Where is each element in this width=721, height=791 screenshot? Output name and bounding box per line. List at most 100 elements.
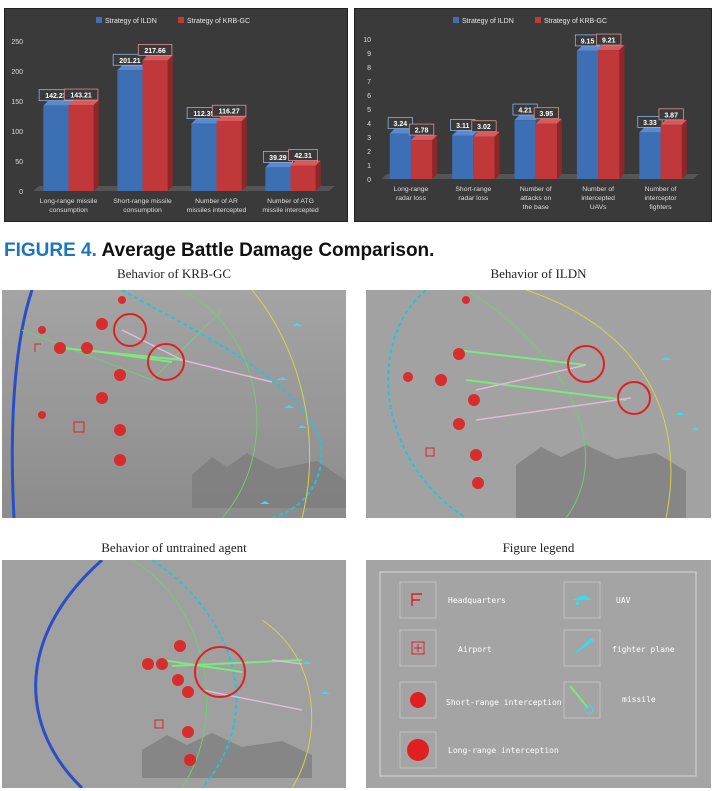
- data-label-box: [387, 117, 413, 130]
- figure-caption: FIGURE 4. Average Battle Damage Comparis…: [4, 240, 434, 262]
- bar-top: [576, 45, 604, 51]
- data-label: 4.21: [518, 108, 532, 115]
- y-tick-label: 0: [19, 189, 23, 196]
- legend-swatch-0: [96, 17, 102, 23]
- fighter-plane-icon: [572, 638, 594, 656]
- map-untrained: [2, 560, 346, 788]
- chart-losses: Strategy of ILDN Strategy of KRB-GC 0 1 2 3 4 5…: [363, 17, 699, 211]
- data-label-box: [471, 120, 497, 133]
- data-label-box: [637, 115, 663, 128]
- headquarters-icon: [411, 593, 422, 606]
- data-label: 143.21: [70, 93, 92, 100]
- bar-top: [265, 162, 296, 168]
- legend-missile-label: missile: [622, 695, 656, 704]
- x-tick-label: Number of AR: [195, 198, 238, 205]
- y-tick-label: 150: [11, 99, 23, 106]
- data-label: 217.66: [144, 48, 166, 55]
- legend-airport-label: Airport: [458, 645, 492, 654]
- data-label: 2.78: [415, 128, 429, 135]
- x-tick-label: UAVs: [590, 204, 607, 211]
- bar-top: [410, 135, 438, 141]
- airport-icon: [411, 641, 425, 655]
- bar-krb: [660, 124, 682, 179]
- figure-caption-text: Average Battle Damage Comparison.: [101, 240, 435, 261]
- x-tick-label: missile intercepted: [262, 207, 319, 214]
- x-tick-label: radar loss: [396, 195, 426, 202]
- data-label: 142.23: [45, 93, 67, 100]
- legend-long-range-label: Long-range interception: [448, 746, 559, 755]
- short-range-icon: [410, 692, 426, 708]
- bar-krb: [598, 50, 620, 180]
- figure-legend-panel: Headquarters Airport Short-range interce…: [366, 560, 711, 788]
- legend-swatch-1: [535, 17, 541, 23]
- bar-top: [68, 100, 99, 106]
- legend-label-0: Strategy of ILDN: [105, 18, 157, 25]
- data-label: 42.31: [294, 153, 312, 160]
- bar-top: [598, 45, 625, 51]
- data-label: 3.24: [394, 121, 408, 128]
- x-tick-label: radar loss: [458, 195, 488, 202]
- data-label-box: [63, 88, 99, 101]
- map-krb-gc-drawing: [2, 290, 346, 518]
- bar-side: [432, 135, 438, 179]
- y-tick-label: 2: [367, 149, 371, 156]
- map-ildn-drawing: [366, 290, 711, 518]
- x-tick-label: Short-range: [455, 186, 491, 193]
- x-tick-label: Long-range: [394, 186, 429, 193]
- legend-swatch-1: [178, 17, 184, 23]
- bar-krb: [535, 123, 557, 179]
- bar-top: [142, 55, 173, 61]
- x-tick-label: Number of: [582, 186, 614, 193]
- data-label: 3.33: [643, 120, 657, 127]
- y-tick-label: 3: [367, 135, 371, 142]
- x-tick-label: Number of: [645, 186, 677, 193]
- x-tick-label: consumption: [123, 207, 162, 214]
- data-label: 3.95: [540, 111, 554, 118]
- legend-label-1: Strategy of KRB-GC: [187, 18, 250, 25]
- bar-ildn: [639, 132, 661, 179]
- bar-top: [660, 119, 687, 125]
- bar-ildn: [576, 50, 599, 180]
- data-label-box: [658, 108, 684, 121]
- bar-top: [639, 127, 666, 133]
- data-label: 116.27: [219, 109, 240, 116]
- map-title-ildn: Behavior of ILDN: [490, 266, 587, 281]
- y-tick-label: 100: [11, 129, 23, 136]
- y-tick-label: 200: [11, 69, 23, 76]
- data-label-box: [211, 104, 247, 117]
- x-tick-label: Long-range missile: [40, 198, 98, 205]
- y-tick-label: 5: [367, 107, 371, 114]
- y-tick-label: 4: [367, 121, 371, 128]
- bar-top: [290, 160, 321, 166]
- bar-krb: [68, 105, 94, 191]
- legend-label-0: Strategy of ILDN: [462, 18, 514, 25]
- chart-floor: [33, 186, 335, 191]
- chart-losses-panel: Strategy of ILDN Strategy of KRB-GC 0 1 2 3 4 5…: [354, 8, 712, 222]
- bar-krb: [290, 165, 316, 191]
- x-tick-label: missiles intercepted: [187, 207, 247, 214]
- bar-top: [535, 118, 562, 124]
- bar-ildn: [191, 123, 217, 191]
- y-tick-label: 8: [367, 65, 371, 72]
- x-tick-label: intercepted: [581, 195, 615, 202]
- bar-side: [93, 100, 99, 191]
- data-label: 3.02: [477, 124, 491, 131]
- data-label: 112.35: [193, 111, 214, 118]
- y-tick-label: 250: [11, 39, 23, 46]
- map-title-legend: Figure legend: [502, 540, 575, 555]
- legend-headquarters-label: Headquarters: [448, 596, 506, 605]
- figure-legend-drawing: [366, 560, 711, 788]
- y-tick-label: 10: [363, 37, 371, 44]
- bar-krb: [142, 60, 168, 192]
- bar-top: [43, 100, 74, 106]
- data-label-box: [596, 33, 622, 46]
- data-label-box: [533, 107, 559, 120]
- bar-ildn: [43, 105, 69, 191]
- y-tick-label: 9: [367, 51, 371, 58]
- data-label: 201.21: [119, 58, 141, 65]
- y-tick-label: 0: [367, 177, 371, 184]
- chart-missiles-panel: Strategy of ILDN Strategy of KRB-GC 0 50 100…: [4, 8, 348, 222]
- bar-ildn: [389, 133, 411, 179]
- map-title-untrained: Behavior of untrained agent: [101, 540, 247, 555]
- bar-top: [473, 131, 500, 137]
